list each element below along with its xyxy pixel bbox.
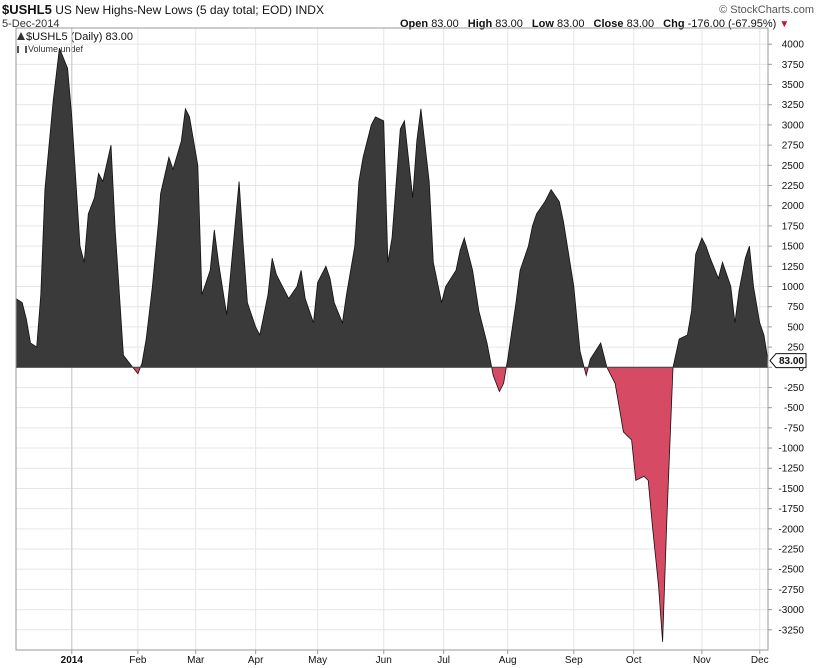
y-tick-label: -750 — [784, 423, 804, 434]
area-icon — [17, 32, 25, 40]
y-tick-label: 3750 — [782, 60, 805, 71]
y-tick-label: 2750 — [782, 141, 805, 152]
y-tick-label: -1000 — [778, 444, 804, 455]
y-tick-label: 250 — [787, 343, 804, 354]
high-value: 83.00 — [495, 18, 523, 30]
axes — [15, 27, 769, 651]
y-tick-label: 500 — [787, 322, 804, 333]
y-tick-label: 750 — [787, 302, 804, 313]
x-tick-label: 2014 — [61, 655, 84, 666]
positive-area — [139, 107, 493, 368]
description: US New Highs-New Lows (5 day total; EOD) — [55, 3, 292, 17]
y-tick-label: 1750 — [782, 221, 805, 232]
negative-area — [583, 366, 589, 377]
x-tick-label: May — [308, 655, 327, 666]
chart-date: 5-Dec-2014 — [2, 18, 60, 30]
symbol: $USHL5 — [2, 2, 52, 17]
y-tick-label: 2500 — [782, 161, 805, 172]
y-tick-label: -250 — [784, 383, 804, 394]
y-tick-label: 2000 — [782, 201, 805, 212]
last-value-label: 83.00 — [779, 356, 804, 367]
x-tick-label: Aug — [499, 655, 517, 666]
y-tick-label: -1250 — [778, 464, 804, 475]
positive-area — [15, 48, 134, 368]
negative-area — [606, 366, 674, 642]
y-tick-label: -3250 — [778, 625, 804, 636]
y-tick-label: -1500 — [778, 484, 804, 495]
y-tick-label: 2250 — [782, 181, 805, 192]
y-tick-label: -1750 — [778, 504, 804, 515]
x-tick-label: Mar — [187, 655, 205, 666]
legend-volume: Volume undef — [17, 42, 83, 56]
chart-title-row: $USHL5 US New Highs-New Lows (5 day tota… — [2, 2, 324, 18]
high-label: High — [467, 18, 493, 30]
close-label: Close — [593, 18, 624, 30]
positive-area — [505, 188, 585, 368]
open-value: 83.00 — [431, 18, 459, 30]
last-value-box — [769, 353, 807, 369]
last-value-tag: 83.00 — [769, 353, 807, 369]
positive-area — [672, 237, 769, 368]
y-tick-label: -500 — [784, 403, 804, 414]
chg-label: Chg — [663, 18, 685, 30]
y-tick-label: 1000 — [782, 282, 805, 293]
volume-bars-icon — [17, 46, 27, 53]
y-tick-label: 3000 — [782, 120, 805, 131]
y-tick-label: 1250 — [782, 262, 805, 273]
x-tick-label: Apr — [248, 655, 264, 666]
y-tick-label: 1500 — [782, 242, 805, 253]
y-tick-label: -2750 — [778, 585, 804, 596]
x-tick-label: Oct — [626, 655, 642, 666]
y-tick-label: -3000 — [778, 605, 804, 616]
y-axis-ticks: 4000375035003250300027502500225020001750… — [768, 40, 805, 636]
close-value: 83.00 — [626, 18, 655, 30]
y-tick-label: 0 — [798, 363, 804, 374]
x-tick-label: Dec — [751, 655, 769, 666]
ohlc-readout: Open 83.00 High 83.00 Low 83.00 Close 83… — [400, 17, 789, 32]
watermark: © StockCharts.com — [719, 4, 814, 16]
open-label: Open — [400, 18, 429, 30]
x-tick-label: Sep — [565, 655, 583, 666]
x-axis-ticks: 2014 Feb Mar Apr May Jun Jul Aug Sep Oct Nov Dec — [61, 650, 769, 666]
down-triangle-icon: ▼ — [779, 19, 790, 30]
x-tick-label: Jun — [376, 655, 392, 666]
negative-area — [131, 366, 141, 375]
x-tick-label: Jul — [437, 655, 450, 666]
x-tick-label: Nov — [693, 655, 711, 666]
exchange: INDX — [295, 3, 324, 17]
x-tick-label: Feb — [129, 655, 147, 666]
chg-value: -176.00 (-67.95%) — [687, 18, 777, 30]
y-tick-label: -2500 — [778, 565, 804, 576]
y-tick-label: 4000 — [782, 40, 805, 51]
y-tick-label: 3250 — [782, 100, 805, 111]
legend-series: $USHL5 (Daily) 83.00 — [17, 30, 133, 44]
y-tick-label: -2000 — [778, 524, 804, 535]
low-value: 83.00 — [556, 18, 585, 30]
area-series — [15, 48, 769, 642]
y-tick-label: -2250 — [778, 545, 804, 556]
plot-frame — [15, 27, 769, 651]
y-tick-label: 3500 — [782, 80, 805, 91]
low-label: Low — [531, 18, 554, 30]
